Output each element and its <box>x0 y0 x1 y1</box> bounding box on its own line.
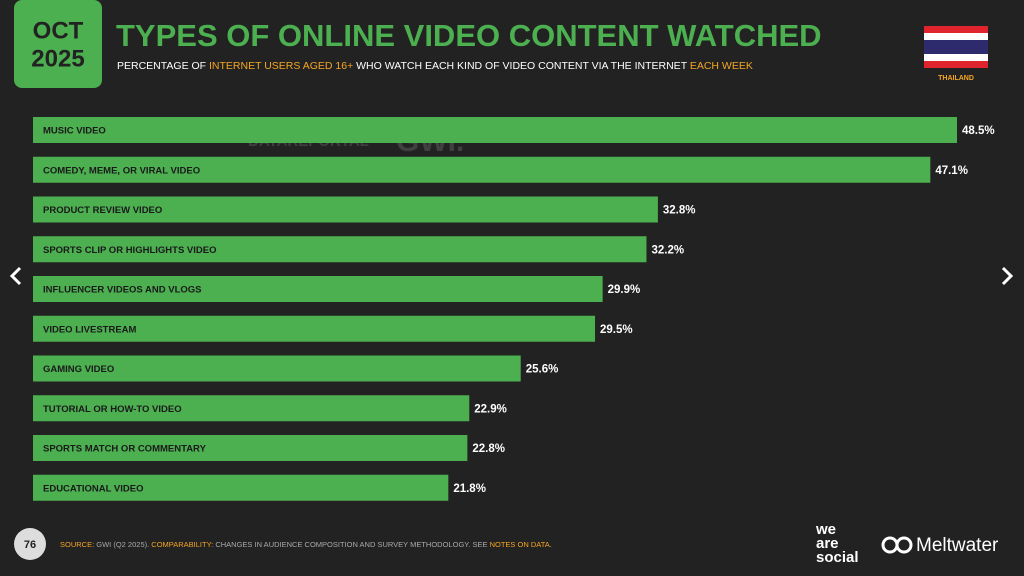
logo-text: are <box>816 535 839 552</box>
bar <box>33 474 449 501</box>
value-label: 32.8% <box>663 205 696 217</box>
badge-year: 2025 <box>31 45 84 72</box>
source: SOURCE: GWI (Q2 2025). COMPARABILITY: CH… <box>60 540 552 549</box>
bar <box>33 196 658 223</box>
page-badge <box>14 528 46 560</box>
flag <box>924 26 988 68</box>
text-part: COMPARABILITY: <box>151 540 215 549</box>
badge-month: OCT <box>33 17 84 44</box>
bars: MUSIC VIDEO 48.5% COMEDY, MEME, OR VIRAL V… <box>33 117 995 501</box>
category-label: SPORTS CLIP OR HIGHLIGHTS VIDEO <box>43 245 216 256</box>
logo-text: Meltwater <box>916 535 999 556</box>
country: THAILAND <box>938 75 974 82</box>
meltwater-icon <box>881 536 913 554</box>
value-label: 21.8% <box>453 483 486 495</box>
prev-arrow[interactable] <box>9 266 22 286</box>
category-label: TUTORIAL OR HOW-TO VIDEO <box>43 404 182 415</box>
text-part: GWI (Q2 2025). <box>96 540 151 549</box>
bar <box>33 236 647 263</box>
value-label: 32.2% <box>651 244 684 256</box>
subtitle: PERCENTAGE OF INTERNET USERS AGED 16+ WH… <box>117 60 753 72</box>
bar <box>33 435 468 461</box>
category-label: GAMING VIDEO <box>43 364 114 375</box>
category-label: EDUCATIONAL VIDEO <box>43 483 143 494</box>
date-badge <box>14 0 102 88</box>
bar <box>33 315 596 342</box>
value-label: 22.9% <box>474 403 507 415</box>
category-label: INFLUENCER VIDEOS AND VLOGS <box>43 285 202 296</box>
page-number: 76 <box>24 539 36 551</box>
value-label: 29.5% <box>600 324 633 336</box>
category-label: SPORTS MATCH OR COMMENTARY <box>43 444 207 455</box>
logo-text: social <box>816 549 859 566</box>
category-label: VIDEO LIVESTREAM <box>43 324 137 335</box>
text-part: EACH WEEK <box>690 60 753 72</box>
next-arrow[interactable] <box>1001 266 1014 286</box>
bar <box>33 156 931 183</box>
category-label: COMEDY, MEME, OR VIRAL VIDEO <box>43 165 200 176</box>
text-part: . <box>550 540 552 549</box>
value-label: 22.8% <box>472 443 505 455</box>
value-label: 29.9% <box>608 284 641 296</box>
value-label: 48.5% <box>962 125 995 137</box>
bar <box>33 117 957 143</box>
value-label: 47.1% <box>935 165 968 177</box>
category-label: PRODUCT REVIEW VIDEO <box>43 205 162 216</box>
category-label: MUSIC VIDEO <box>43 126 106 137</box>
title: TYPES OF ONLINE VIDEO CONTENT WATCHED <box>116 18 822 53</box>
text-part: PERCENTAGE OF <box>117 60 209 72</box>
bar <box>33 276 603 302</box>
bar <box>33 355 521 382</box>
text-part: CHANGES IN AUDIENCE COMPOSITION AND SURV… <box>215 540 489 549</box>
text-part: SOURCE: <box>60 540 96 549</box>
logo-text: we <box>815 521 836 538</box>
bar <box>33 395 470 422</box>
value-label: 25.6% <box>526 364 559 376</box>
text-part: INTERNET USERS AGED 16+ <box>209 60 353 72</box>
text-part: WHO WATCH EACH KIND OF VIDEO CONTENT VIA… <box>353 60 690 72</box>
text-part: NOTES ON DATA <box>490 540 550 549</box>
